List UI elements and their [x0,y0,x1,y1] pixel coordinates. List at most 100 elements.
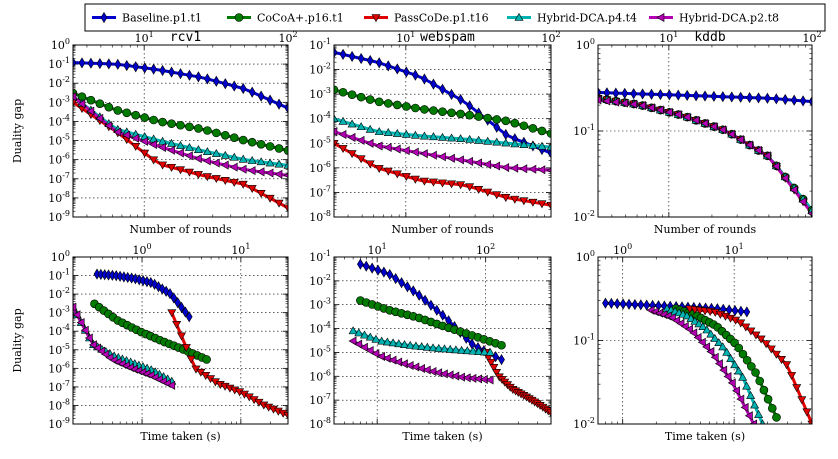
point-5-3-7 [690,316,700,325]
ytick-label-0-0: 10-9 [48,209,70,224]
point-2-0-10 [683,89,691,102]
point-0-2-17 [220,177,230,185]
point-5-0-23 [737,305,745,317]
point-4-0-5 [386,268,394,281]
legend-entry-3: Hybrid-DCA.p4.t4 [507,12,637,25]
point-5-3-18 [734,366,744,375]
point-0-0-8 [141,62,149,74]
point-1-2-11 [428,178,438,187]
ytick-label-5-2: 100 [576,249,595,264]
point-0-0-23 [275,98,283,110]
point-1-1-22 [528,124,538,133]
point-1-0-8 [402,66,410,78]
point-0-4-12 [175,148,184,158]
point-1-4-23 [537,165,546,175]
point-1-1-13 [447,108,456,118]
point-4-4-2 [359,342,368,352]
frame-2 [597,44,813,218]
point-1-2-24 [546,201,551,210]
ytick-label-4-2: 10-6 [309,368,331,383]
point-0-0-24 [284,102,288,114]
point-1-1-2 [347,90,357,100]
markers-group-2 [598,86,812,217]
panel-5: 10-2 10-1 100 100 101 Time taken (s) [573,242,813,443]
point-5-4-21 [736,394,745,404]
point-4-4-14 [428,366,437,377]
point-1-1-16 [474,112,483,121]
point-0-4-11 [166,145,175,155]
legend-marker-4 [656,12,665,23]
point-0-4-2 [86,106,95,116]
point-2-0-21 [781,93,789,106]
point-0-0-21 [257,90,265,102]
point-0-0-13 [186,69,193,81]
point-1-1-9 [411,103,420,113]
point-4-4-17 [445,370,454,380]
point-1-4-3 [356,135,365,145]
point-4-0-13 [433,304,441,316]
point-2-4-12 [700,118,709,128]
xtick-label-2-0: 101 [659,30,678,45]
point-1-0-10 [421,73,428,85]
point-0-3-20 [247,156,257,164]
point-4-0-11 [421,294,429,306]
point-1-4-8 [401,146,410,156]
point-3-4-2 [76,318,85,328]
point-0-2-12 [175,166,186,175]
point-5-2-16 [766,345,776,354]
point-0-0-2 [87,57,95,69]
point-5-1-23 [767,403,777,413]
point-5-4-13 [702,342,711,352]
point-4-4-7 [388,355,397,365]
point-0-1-18 [229,133,239,142]
panel-title-0: rcv1 [170,30,201,45]
legend-label-4: Hybrid-DCA.p2.t8 [679,12,779,25]
frame-0 [72,44,289,218]
point-0-1-17 [220,130,230,140]
point-1-1-19 [501,116,511,126]
point-1-4-6 [383,142,392,153]
point-1-4-19 [501,163,510,173]
legend-entry-4: Hybrid-DCA.p2.t8 [649,12,779,25]
point-5-0-0 [602,297,609,309]
point-1-3-15 [465,134,475,143]
point-0-1-23 [274,144,284,153]
point-4-4-8 [394,357,403,367]
point-4-0-24 [498,354,505,366]
point-1-4-5 [374,141,383,151]
point-0-2-22 [265,194,275,203]
point-1-3-17 [483,136,493,145]
point-0-0-11 [168,66,175,78]
ytick-label-4-7: 10-1 [309,249,331,264]
point-5-1-19 [751,368,760,377]
point-1-0-18 [493,121,501,133]
point-0-2-23 [274,199,284,208]
point-4-3-0 [348,326,358,335]
point-2-4-15 [727,129,736,139]
point-5-1-20 [755,376,765,386]
point-1-1-12 [438,107,447,116]
point-0-0-12 [177,68,184,80]
point-4-3-7 [388,338,398,347]
point-1-0-14 [457,93,464,106]
point-2-4-3 [620,98,629,108]
point-0-3-21 [256,157,266,166]
point-1-2-8 [401,173,411,182]
point-0-3-11 [167,138,177,147]
point-5-4-10 [689,328,698,338]
xtick-label-1-0: 101 [396,30,415,45]
point-1-2-19 [501,194,511,202]
ytick-label-3-5: 10-4 [48,323,70,338]
panel-title-2: kddb [694,30,725,45]
point-4-4-15 [434,368,443,378]
plot-area-1 [334,45,551,217]
point-1-1-14 [456,109,465,119]
point-5-0-3 [619,298,627,310]
point-1-2-6 [383,167,393,176]
point-5-3-14 [718,342,728,351]
point-1-2-20 [510,195,520,204]
point-1-4-16 [474,158,482,168]
point-5-2-20 [787,372,797,380]
point-4-3-1 [354,328,364,337]
legend-label-2: PassCoDe.p1.t16 [394,12,489,25]
